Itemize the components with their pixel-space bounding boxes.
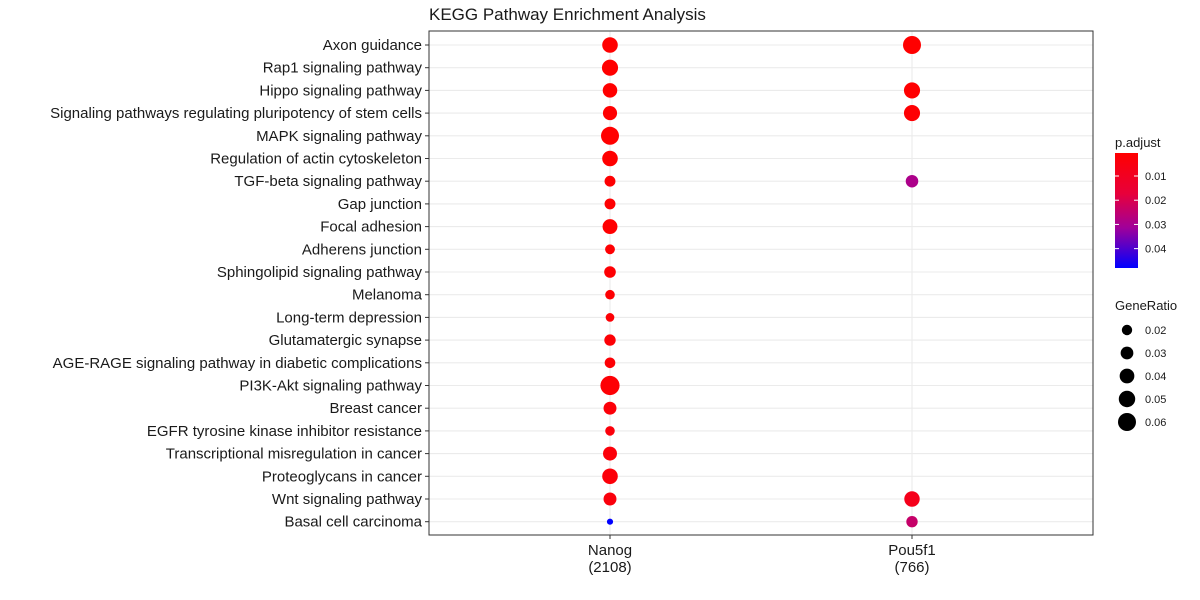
size-legend-label: 0.04 [1145, 371, 1166, 383]
color-legend-title: p.adjust [1115, 135, 1161, 150]
x-tick-count: (766) [894, 559, 929, 576]
y-tick-label: Long-term depression [276, 309, 422, 326]
plot-border [428, 30, 1094, 536]
color-legend-label: 0.01 [1145, 171, 1166, 183]
data-point [603, 446, 617, 461]
data-point [602, 150, 618, 167]
data-point [604, 266, 616, 278]
y-tick-label: Basal cell carcinoma [284, 514, 422, 531]
data-point [605, 313, 615, 322]
y-tick-label: MAPK signaling pathway [256, 128, 422, 145]
x-tick-count: (2108) [588, 559, 631, 576]
y-tick-label: Glutamatergic synapse [269, 332, 422, 349]
data-point [904, 491, 920, 507]
data-point [903, 36, 921, 54]
y-tick-label: Signaling pathways regulating pluripoten… [50, 105, 422, 122]
y-tick-label: Axon guidance [323, 37, 422, 54]
size-legend-dot [1121, 324, 1133, 336]
y-tick-label: Wnt signaling pathway [272, 491, 423, 508]
size-legend-label: 0.05 [1145, 394, 1166, 406]
size-legend-dot [1118, 413, 1136, 431]
y-tick-label: Melanoma [352, 287, 423, 304]
size-legend-label: 0.03 [1145, 348, 1166, 360]
size-legend-title: GeneRatio [1115, 298, 1177, 313]
data-point [903, 82, 921, 99]
y-tick-label: Rap1 signaling pathway [263, 60, 423, 77]
data-point [602, 83, 618, 98]
data-point [602, 468, 618, 485]
data-point [906, 516, 918, 528]
size-legend-dot [1118, 390, 1136, 408]
data-point [603, 401, 617, 415]
y-tick-label: TGF-beta signaling pathway [234, 173, 422, 190]
y-tick-label: Gap junction [338, 196, 422, 213]
y-tick-label: Transcriptional misregulation in cancer [166, 446, 422, 463]
y-tick-label: Focal adhesion [320, 219, 422, 236]
color-legend-label: 0.02 [1145, 195, 1166, 207]
data-point [600, 375, 620, 396]
plot-panel [428, 30, 1094, 536]
y-tick-label: Breast cancer [329, 400, 422, 417]
y-tick-label: Adherens junction [302, 241, 422, 258]
data-point [605, 244, 615, 255]
y-tick-label: Hippo signaling pathway [259, 82, 422, 99]
data-point [604, 334, 616, 346]
size-legend-label: 0.06 [1145, 417, 1166, 429]
x-tick-label: Pou5f1 [888, 542, 936, 559]
data-point [605, 426, 615, 436]
y-tick-label: PI3K-Akt signaling pathway [239, 378, 422, 395]
y-tick-label: Proteoglycans in cancer [262, 468, 422, 485]
data-point [602, 37, 618, 53]
data-point [604, 198, 616, 210]
data-point [604, 357, 616, 369]
data-point [601, 59, 619, 76]
color-legend-bar [1115, 153, 1138, 268]
chart-title: KEGG Pathway Enrichment Analysis [429, 5, 706, 24]
y-tick-label: AGE-RAGE signaling pathway in diabetic c… [53, 355, 422, 372]
data-point [903, 105, 921, 122]
size-legend-dot [1120, 346, 1134, 360]
color-legend-label: 0.03 [1145, 219, 1166, 231]
data-point [602, 106, 618, 121]
data-point [601, 126, 619, 145]
data-point [603, 492, 617, 506]
size-legend-label: 0.02 [1145, 325, 1166, 337]
data-point [605, 289, 615, 300]
y-tick-label: Sphingolipid signaling pathway [217, 264, 423, 281]
x-tick-label: Nanog [588, 542, 632, 559]
color-legend-label: 0.04 [1145, 244, 1166, 256]
data-point [606, 518, 614, 525]
data-point [602, 219, 618, 235]
y-tick-label: Regulation of actin cytoskeleton [210, 151, 422, 168]
data-point [604, 175, 616, 187]
y-tick-label: EGFR tyrosine kinase inhibitor resistanc… [147, 423, 422, 440]
size-legend-dot [1119, 368, 1135, 384]
data-point [905, 174, 919, 188]
